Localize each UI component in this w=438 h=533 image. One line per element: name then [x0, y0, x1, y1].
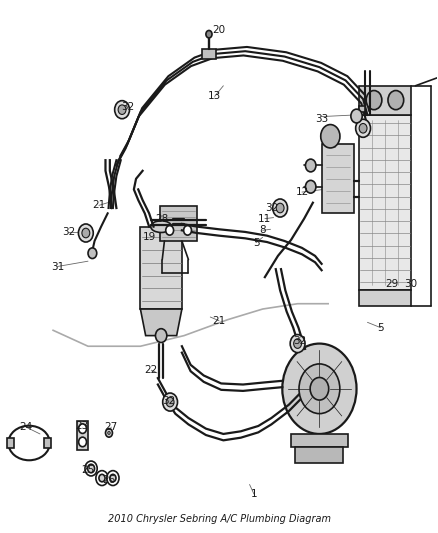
Circle shape — [351, 109, 362, 123]
Circle shape — [305, 159, 316, 172]
Bar — [359, 290, 411, 306]
Bar — [359, 86, 411, 115]
Bar — [321, 144, 354, 213]
Text: 26: 26 — [102, 475, 116, 485]
Circle shape — [99, 474, 105, 482]
Text: 33: 33 — [315, 114, 328, 124]
Bar — [7, 438, 14, 448]
Text: 1: 1 — [251, 489, 257, 499]
Bar — [202, 49, 215, 59]
Circle shape — [184, 225, 191, 235]
Circle shape — [106, 429, 113, 437]
Text: 29: 29 — [385, 279, 398, 288]
Circle shape — [366, 91, 382, 110]
Text: 11: 11 — [258, 214, 272, 224]
Polygon shape — [141, 227, 182, 309]
Circle shape — [305, 180, 316, 193]
Text: 19: 19 — [142, 232, 156, 243]
Text: 23: 23 — [75, 421, 88, 431]
Circle shape — [162, 393, 177, 411]
Text: 8: 8 — [259, 225, 266, 236]
Circle shape — [310, 377, 328, 400]
Bar — [359, 115, 411, 290]
Circle shape — [321, 125, 340, 148]
Circle shape — [166, 397, 174, 407]
Circle shape — [82, 228, 90, 238]
Circle shape — [206, 30, 212, 38]
Circle shape — [96, 471, 108, 486]
Circle shape — [299, 364, 340, 414]
Text: 32: 32 — [62, 227, 75, 237]
Circle shape — [108, 431, 110, 434]
Circle shape — [273, 199, 288, 217]
Circle shape — [78, 224, 93, 242]
Bar — [77, 421, 88, 450]
Text: 5: 5 — [377, 322, 384, 333]
Circle shape — [110, 474, 116, 482]
Circle shape — [88, 248, 97, 259]
Text: 12: 12 — [295, 187, 309, 197]
Ellipse shape — [151, 221, 172, 232]
Text: 28: 28 — [155, 214, 169, 224]
Circle shape — [290, 335, 305, 353]
Circle shape — [276, 203, 284, 213]
Text: 21: 21 — [92, 200, 106, 211]
Text: 27: 27 — [105, 422, 118, 432]
Circle shape — [85, 461, 97, 476]
Circle shape — [283, 344, 357, 434]
Circle shape — [118, 105, 126, 115]
Text: 32: 32 — [162, 396, 175, 406]
Circle shape — [115, 101, 130, 119]
Text: 13: 13 — [208, 91, 221, 101]
Circle shape — [88, 464, 95, 473]
Text: 20: 20 — [212, 25, 226, 35]
Bar — [44, 438, 51, 448]
Circle shape — [79, 437, 86, 447]
Circle shape — [155, 329, 167, 343]
Polygon shape — [141, 309, 182, 336]
Text: 5: 5 — [253, 238, 259, 247]
Text: 31: 31 — [51, 262, 64, 271]
Text: 32: 32 — [265, 203, 278, 213]
Circle shape — [79, 424, 86, 433]
Text: 25: 25 — [81, 465, 95, 474]
Circle shape — [356, 119, 371, 138]
Bar — [160, 206, 197, 241]
Circle shape — [107, 471, 119, 486]
Bar — [359, 106, 365, 112]
Text: 30: 30 — [405, 279, 418, 288]
Bar — [291, 434, 348, 447]
Circle shape — [293, 339, 301, 349]
Text: 22: 22 — [145, 365, 158, 375]
Text: 24: 24 — [19, 422, 33, 432]
Circle shape — [166, 225, 173, 235]
Text: 21: 21 — [212, 316, 226, 326]
Bar — [295, 447, 343, 463]
Circle shape — [359, 124, 367, 133]
Text: 32: 32 — [121, 102, 134, 112]
Circle shape — [388, 91, 404, 110]
Text: 2010 Chrysler Sebring A/C Plumbing Diagram: 2010 Chrysler Sebring A/C Plumbing Diagr… — [107, 514, 331, 524]
Text: 32: 32 — [293, 336, 307, 346]
